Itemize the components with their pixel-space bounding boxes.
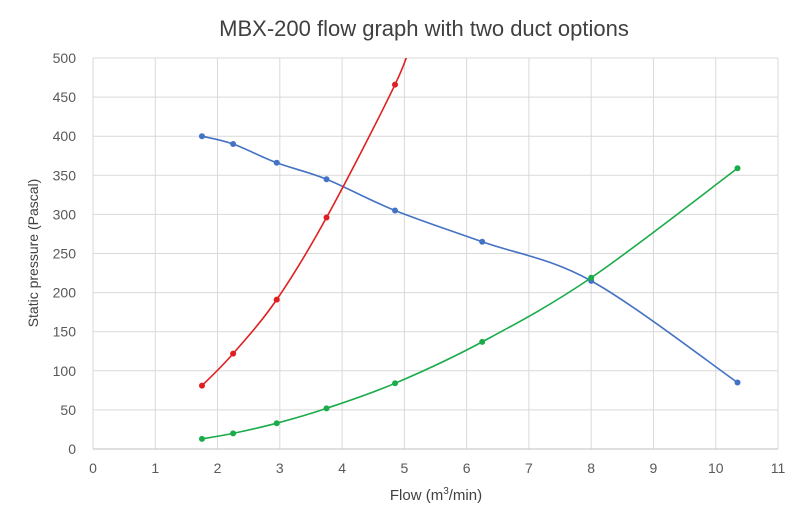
x-tick-label: 0 [89, 460, 97, 476]
y-tick-label: 0 [68, 441, 76, 457]
x-tick-label: 2 [214, 460, 222, 476]
data-point [588, 274, 595, 281]
chart-title: MBX-200 flow graph with two duct options [219, 16, 629, 41]
y-tick-label: 200 [53, 285, 77, 301]
x-tick-label: 6 [463, 460, 471, 476]
series-layer [198, 58, 741, 442]
x-tick-label: 4 [338, 460, 346, 476]
tick-labels: 0 1 2 3 4 5 6 7 8 9 10 11 0 50 100 150 200 250 300 350 400 45… [53, 50, 786, 476]
x-tick-label: 7 [525, 460, 533, 476]
data-point [273, 296, 280, 303]
data-point [323, 214, 330, 221]
data-point [198, 133, 205, 140]
x-axis-title: Flow (m3/min) [390, 486, 482, 504]
x-axis-title-superscript: 3 [443, 486, 449, 497]
data-point [734, 379, 741, 386]
y-tick-label: 100 [53, 363, 77, 379]
x-axis-title-suffix: /min) [449, 487, 482, 504]
data-point [392, 207, 399, 214]
data-point [392, 81, 399, 88]
y-tick-label: 300 [53, 206, 77, 222]
x-tick-label: 8 [587, 460, 595, 476]
series-blue [198, 133, 741, 386]
y-tick-label: 250 [53, 246, 77, 262]
y-tick-label: 150 [53, 324, 77, 340]
x-tick-label: 9 [650, 460, 658, 476]
x-tick-label: 5 [400, 460, 408, 476]
x-tick-label: 1 [151, 460, 159, 476]
data-point [479, 238, 486, 245]
data-point [230, 141, 237, 148]
series-red [198, 58, 408, 389]
y-tick-label: 50 [60, 402, 76, 418]
y-tick-label: 500 [53, 50, 77, 66]
x-axis-title-main: Flow (m [390, 487, 443, 504]
x-tick-label: 10 [708, 460, 724, 476]
series-green [198, 165, 741, 442]
data-point [323, 405, 330, 412]
data-point [198, 435, 205, 442]
y-tick-label: 450 [53, 89, 77, 105]
y-tick-label: 400 [53, 128, 77, 144]
x-tick-label: 11 [771, 460, 786, 476]
y-axis-title: Static pressure (Pascal) [25, 179, 41, 328]
data-point [734, 165, 741, 172]
data-point [479, 338, 486, 345]
data-point [230, 430, 237, 437]
data-point [392, 380, 399, 387]
data-point [323, 176, 330, 183]
x-tick-label: 3 [276, 460, 284, 476]
data-point [230, 350, 237, 357]
data-point [198, 382, 205, 389]
data-point [273, 420, 280, 427]
data-point [273, 159, 280, 166]
y-tick-label: 350 [53, 167, 77, 183]
